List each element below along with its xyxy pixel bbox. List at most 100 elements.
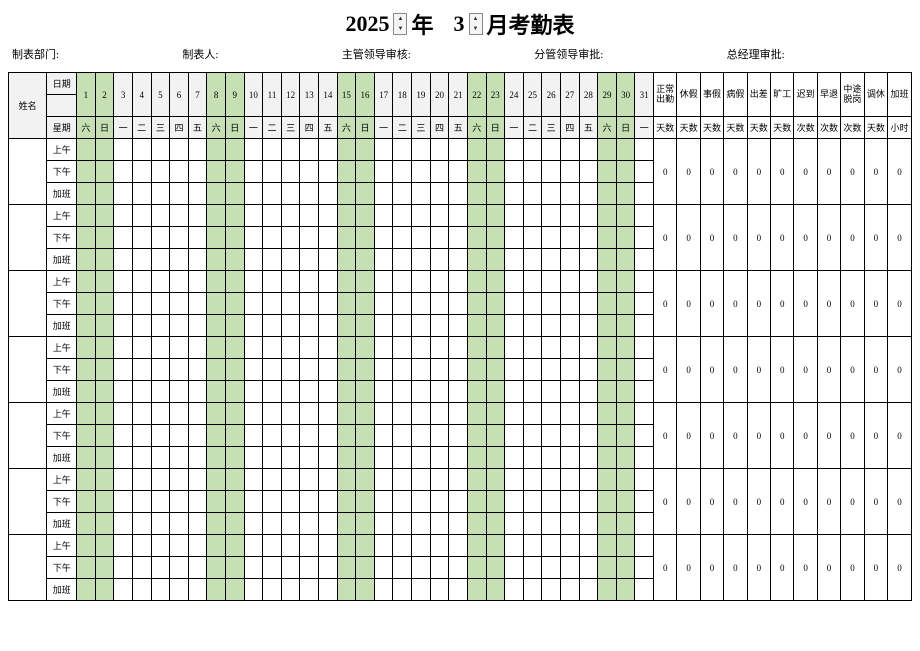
attendance-cell[interactable] — [616, 139, 635, 161]
attendance-cell[interactable] — [225, 315, 244, 337]
attendance-cell[interactable] — [412, 579, 431, 601]
attendance-cell[interactable] — [635, 293, 654, 315]
attendance-cell[interactable] — [225, 535, 244, 557]
attendance-cell[interactable] — [281, 227, 300, 249]
attendance-cell[interactable] — [579, 271, 598, 293]
attendance-cell[interactable] — [151, 293, 170, 315]
attendance-cell[interactable] — [151, 315, 170, 337]
attendance-cell[interactable] — [132, 139, 151, 161]
attendance-cell[interactable] — [225, 139, 244, 161]
attendance-cell[interactable] — [374, 337, 393, 359]
attendance-cell[interactable] — [188, 447, 207, 469]
employee-name-cell[interactable] — [9, 205, 47, 271]
attendance-cell[interactable] — [449, 205, 468, 227]
attendance-cell[interactable] — [225, 293, 244, 315]
attendance-cell[interactable] — [207, 403, 226, 425]
attendance-cell[interactable] — [77, 183, 96, 205]
attendance-cell[interactable] — [598, 381, 617, 403]
attendance-cell[interactable] — [356, 359, 375, 381]
attendance-cell[interactable] — [635, 249, 654, 271]
attendance-cell[interactable] — [467, 249, 486, 271]
attendance-cell[interactable] — [132, 271, 151, 293]
attendance-cell[interactable] — [300, 403, 319, 425]
attendance-cell[interactable] — [449, 337, 468, 359]
attendance-cell[interactable] — [449, 491, 468, 513]
attendance-cell[interactable] — [616, 535, 635, 557]
attendance-cell[interactable] — [170, 491, 189, 513]
attendance-cell[interactable] — [77, 469, 96, 491]
attendance-cell[interactable] — [635, 161, 654, 183]
attendance-cell[interactable] — [95, 381, 114, 403]
attendance-cell[interactable] — [393, 491, 412, 513]
attendance-cell[interactable] — [579, 359, 598, 381]
attendance-cell[interactable] — [430, 469, 449, 491]
attendance-cell[interactable] — [374, 557, 393, 579]
attendance-cell[interactable] — [523, 271, 542, 293]
attendance-cell[interactable] — [132, 469, 151, 491]
attendance-cell[interactable] — [300, 249, 319, 271]
attendance-cell[interactable] — [114, 557, 133, 579]
attendance-cell[interactable] — [579, 579, 598, 601]
attendance-cell[interactable] — [300, 139, 319, 161]
attendance-cell[interactable] — [374, 403, 393, 425]
attendance-cell[interactable] — [635, 315, 654, 337]
attendance-cell[interactable] — [95, 425, 114, 447]
attendance-cell[interactable] — [170, 425, 189, 447]
attendance-cell[interactable] — [244, 227, 263, 249]
attendance-cell[interactable] — [486, 491, 505, 513]
attendance-cell[interactable] — [374, 161, 393, 183]
attendance-cell[interactable] — [151, 381, 170, 403]
attendance-cell[interactable] — [616, 557, 635, 579]
employee-name-cell[interactable] — [9, 469, 47, 535]
attendance-cell[interactable] — [467, 227, 486, 249]
attendance-cell[interactable] — [188, 161, 207, 183]
attendance-cell[interactable] — [151, 491, 170, 513]
attendance-cell[interactable] — [244, 337, 263, 359]
attendance-cell[interactable] — [170, 183, 189, 205]
attendance-cell[interactable] — [393, 579, 412, 601]
attendance-cell[interactable] — [486, 535, 505, 557]
attendance-cell[interactable] — [244, 271, 263, 293]
attendance-cell[interactable] — [486, 337, 505, 359]
attendance-cell[interactable] — [393, 315, 412, 337]
attendance-cell[interactable] — [467, 139, 486, 161]
attendance-cell[interactable] — [300, 491, 319, 513]
attendance-cell[interactable] — [300, 271, 319, 293]
attendance-cell[interactable] — [486, 139, 505, 161]
attendance-cell[interactable] — [337, 535, 356, 557]
attendance-cell[interactable] — [170, 271, 189, 293]
attendance-cell[interactable] — [467, 447, 486, 469]
spin-up-icon[interactable] — [394, 14, 406, 24]
attendance-cell[interactable] — [225, 359, 244, 381]
attendance-cell[interactable] — [412, 381, 431, 403]
attendance-cell[interactable] — [523, 469, 542, 491]
attendance-cell[interactable] — [542, 469, 561, 491]
attendance-cell[interactable] — [505, 491, 524, 513]
attendance-cell[interactable] — [412, 271, 431, 293]
attendance-cell[interactable] — [319, 535, 338, 557]
attendance-cell[interactable] — [449, 271, 468, 293]
attendance-cell[interactable] — [635, 183, 654, 205]
attendance-cell[interactable] — [467, 535, 486, 557]
attendance-cell[interactable] — [598, 161, 617, 183]
attendance-cell[interactable] — [281, 557, 300, 579]
attendance-cell[interactable] — [151, 403, 170, 425]
attendance-cell[interactable] — [244, 183, 263, 205]
attendance-cell[interactable] — [579, 139, 598, 161]
attendance-cell[interactable] — [356, 249, 375, 271]
attendance-cell[interactable] — [337, 139, 356, 161]
spin-down-icon[interactable] — [470, 24, 482, 34]
attendance-cell[interactable] — [151, 227, 170, 249]
attendance-cell[interactable] — [393, 359, 412, 381]
attendance-cell[interactable] — [319, 139, 338, 161]
attendance-cell[interactable] — [635, 557, 654, 579]
attendance-cell[interactable] — [319, 491, 338, 513]
attendance-cell[interactable] — [393, 271, 412, 293]
attendance-cell[interactable] — [598, 249, 617, 271]
attendance-cell[interactable] — [207, 425, 226, 447]
attendance-cell[interactable] — [188, 535, 207, 557]
attendance-cell[interactable] — [412, 557, 431, 579]
attendance-cell[interactable] — [635, 579, 654, 601]
attendance-cell[interactable] — [635, 403, 654, 425]
attendance-cell[interactable] — [188, 139, 207, 161]
